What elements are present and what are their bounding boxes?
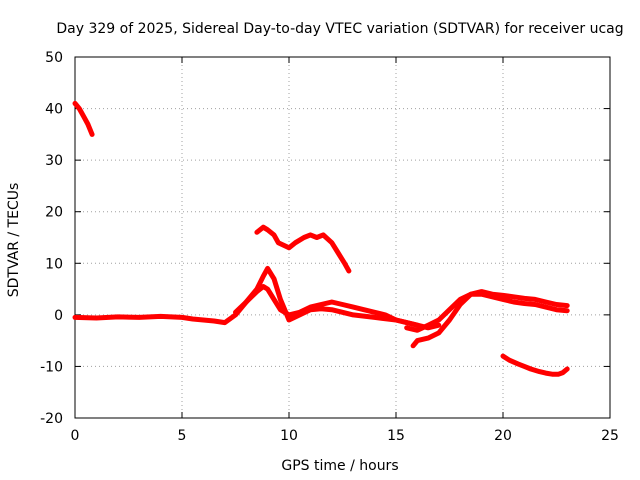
x-tick-label: 15: [387, 428, 405, 444]
x-tick-label: 10: [280, 428, 298, 444]
x-tick-label: 5: [178, 428, 187, 444]
series-arc-6: [404, 291, 570, 333]
series-arc-3: [233, 284, 420, 328]
y-tick-label: 20: [45, 205, 63, 221]
x-axis-label: GPS time / hours: [281, 458, 398, 474]
series-arc-4: [254, 224, 352, 274]
x-tick-label: 20: [494, 428, 512, 444]
y-axis-label: SDTVAR / TECUs: [6, 183, 22, 298]
y-tick-label: -20: [40, 411, 63, 427]
y-tick-label: 50: [45, 50, 63, 66]
series-arc-7: [500, 353, 570, 377]
y-tick-label: 40: [45, 102, 63, 118]
y-tick-label: 10: [45, 256, 63, 272]
series-arc-5: [410, 289, 570, 349]
y-tick-label: 30: [45, 153, 63, 169]
y-tick-label: 0: [54, 308, 63, 324]
x-tick-label: 25: [601, 428, 619, 444]
series-arc-2: [72, 265, 442, 331]
series-arc-1: [72, 100, 95, 137]
grid-lines: [75, 57, 610, 418]
data-series: [72, 100, 570, 377]
axis-ticks: 0 5 10 15 20 25 -20 -10 0 10 20 30 40 50: [40, 50, 619, 444]
chart-title: Day 329 of 2025, Sidereal Day-to-day VTE…: [56, 21, 623, 37]
x-tick-label: 0: [71, 428, 80, 444]
plot-frame: [74, 56, 611, 419]
y-tick-label: -10: [40, 359, 63, 375]
